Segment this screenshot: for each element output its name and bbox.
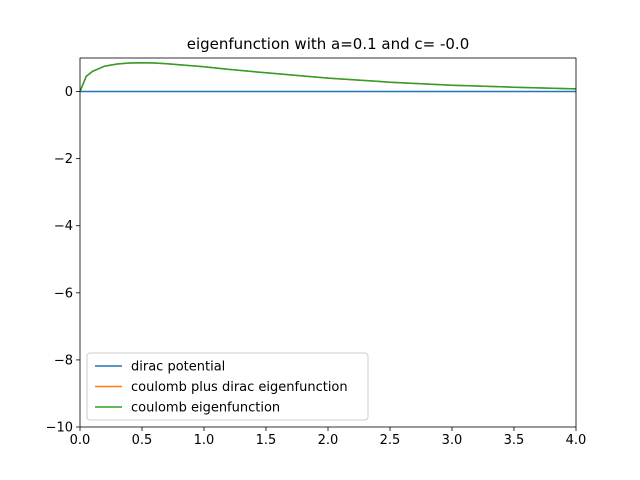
legend-box bbox=[86, 352, 369, 421]
x-tick-label: 0.0 bbox=[70, 433, 91, 448]
x-tick-label: 4.0 bbox=[566, 433, 587, 448]
y-tick-label: 0 bbox=[65, 85, 73, 100]
series-line-2 bbox=[80, 61, 576, 92]
axes: 0.0 0.5 1.0 1.5 2.0 2.5 3.0 3.5 4.0 0 −2 −4 −6 −8 −10 bbox=[46, 57, 587, 448]
x-tick-label: 3.0 bbox=[442, 433, 463, 448]
y-tick-label: −4 bbox=[54, 219, 73, 234]
chart-title: eigenfunction with a=0.1 and c= -0.0 bbox=[187, 35, 470, 53]
y-tick-label: −6 bbox=[54, 286, 73, 301]
legend-label-2: coulomb eigenfunction bbox=[131, 401, 280, 416]
x-tick-label: 1.5 bbox=[256, 433, 277, 448]
x-tick-label: 3.5 bbox=[504, 433, 525, 448]
y-tick-label: −8 bbox=[54, 353, 73, 368]
x-tick-label: 0.5 bbox=[132, 433, 153, 448]
legend: dirac potential coulomb plus dirac eigenf… bbox=[86, 352, 369, 421]
plot-area bbox=[80, 61, 576, 93]
y-tick-label: −10 bbox=[46, 421, 73, 436]
y-tick-label: −2 bbox=[54, 152, 73, 167]
x-tick-label: 2.5 bbox=[380, 433, 401, 448]
legend-label-1: coulomb plus dirac eigenfunction bbox=[131, 380, 348, 395]
legend-label-0: dirac potential bbox=[131, 360, 225, 375]
x-tick-label: 2.0 bbox=[318, 433, 339, 448]
x-tick-label: 1.0 bbox=[194, 433, 215, 448]
